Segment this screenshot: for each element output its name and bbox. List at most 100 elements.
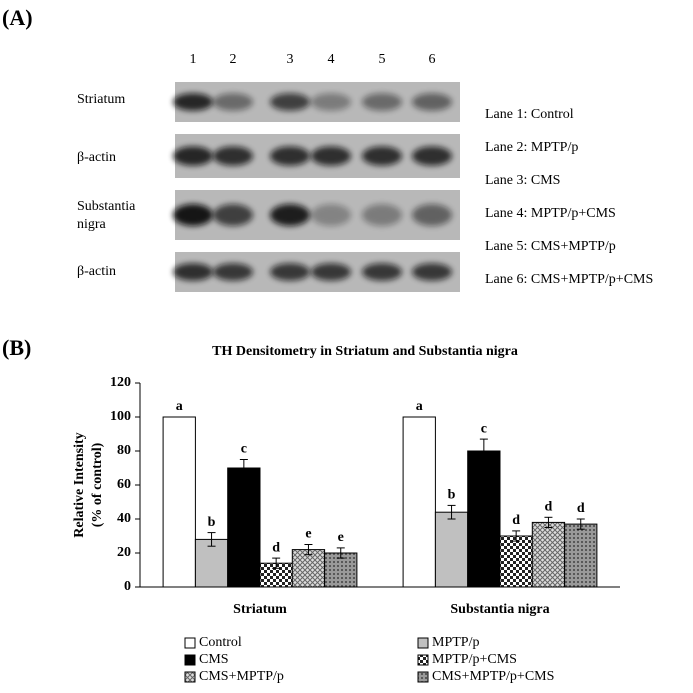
bar-chart: 0 20 40 60 80 100 120 Relative Intensity (% of c… <box>72 375 620 684</box>
blot-band <box>213 93 253 111</box>
significance-letter: a <box>416 399 423 414</box>
legend-swatch <box>417 637 429 649</box>
legend-label: CMS+MPTP/p <box>199 669 284 684</box>
lane-number: 2 <box>230 52 237 67</box>
chart-title: TH Densitometry in Striatum and Substant… <box>212 344 518 359</box>
error-bar <box>207 532 216 547</box>
y-tick-label: 120 <box>110 375 131 390</box>
significance-letter: d <box>512 513 520 528</box>
blot-band <box>362 146 402 166</box>
blot-band <box>213 263 253 281</box>
bar <box>162 416 196 588</box>
legend-label: CMS <box>199 652 229 667</box>
significance-letter: d <box>545 500 553 515</box>
blot-band <box>173 146 213 166</box>
error-bar <box>447 504 456 520</box>
error-bar <box>336 547 345 559</box>
y-axis-label: (% of control) <box>90 442 105 527</box>
blot-band <box>270 146 310 166</box>
y-tick-label: 100 <box>110 409 131 424</box>
y-tick-label: 40 <box>117 511 131 526</box>
blot-band <box>213 146 253 166</box>
blot-band <box>412 93 452 111</box>
lane-number: 5 <box>379 52 386 67</box>
lane-number: 4 <box>328 52 335 67</box>
error-bar <box>512 530 521 542</box>
significance-letter: b <box>208 515 216 530</box>
legend-swatch <box>417 654 429 666</box>
significance-letter: a <box>176 399 183 414</box>
bar <box>564 523 598 588</box>
legend-label: Control <box>199 635 242 650</box>
blot-band <box>311 263 351 281</box>
blot-band <box>311 204 351 226</box>
significance-letter: c <box>241 442 247 457</box>
error-bar <box>239 459 248 477</box>
blot-band <box>173 263 213 281</box>
lane-legend: Lane 3: CMS <box>485 173 560 188</box>
legend-label: MPTP/p <box>432 635 479 650</box>
panel-label: (A) <box>2 5 33 30</box>
row-label: β-actin <box>77 264 116 279</box>
lane-legend: Lane 6: CMS+MPTP/p+CMS <box>485 272 653 287</box>
significance-letter: d <box>272 540 280 555</box>
legend-swatch <box>184 654 196 666</box>
blot-band <box>362 263 402 281</box>
blot-band <box>173 93 213 111</box>
y-axis-label: Relative Intensity <box>72 432 87 537</box>
blot-band <box>311 146 351 166</box>
error-bar <box>544 516 553 528</box>
x-tick-label: Striatum <box>233 602 287 617</box>
row-label: Striatum <box>77 92 125 107</box>
lane-legend: Lane 4: MPTP/p+CMS <box>485 206 616 221</box>
blot-band <box>270 204 310 226</box>
legend-swatch <box>417 671 429 683</box>
blot-band <box>213 204 253 226</box>
bar <box>467 450 501 588</box>
blot-band <box>362 204 402 226</box>
bar <box>291 549 326 588</box>
significance-letter: e <box>338 530 344 545</box>
significance-letter: e <box>305 527 311 542</box>
blot-band <box>412 146 452 166</box>
blot-band <box>311 93 351 111</box>
row-label: Substantia nigra <box>77 199 136 232</box>
blot-band <box>173 204 213 226</box>
bar <box>499 535 533 588</box>
significance-letter: c <box>481 421 487 436</box>
bar <box>434 511 469 588</box>
significance-letter: b <box>448 488 456 503</box>
legend-label: CMS+MPTP/p+CMS <box>432 669 554 684</box>
legend-label: MPTP/p+CMS <box>432 652 517 667</box>
error-bar <box>272 557 281 569</box>
lane-number: 6 <box>429 52 436 67</box>
lane-number: 1 <box>190 52 197 67</box>
y-tick-label: 0 <box>124 579 131 594</box>
blot-band <box>412 204 452 226</box>
legend-swatch <box>184 637 196 649</box>
legend-swatch <box>184 671 196 683</box>
lane-legend: Lane 2: MPTP/p <box>485 140 578 155</box>
y-tick-label: 60 <box>117 477 131 492</box>
lane-legend: Lane 5: CMS+MPTP/p <box>485 239 616 254</box>
x-tick-label: Substantia nigra <box>450 602 549 617</box>
blot-panel: 1 2 3 4 5 6 Striatum β-actin Substantia nigra β-ac… <box>77 52 653 292</box>
y-tick-label: 80 <box>117 443 131 458</box>
lane-legend: Lane 1: Control <box>485 107 574 122</box>
error-bar <box>576 518 585 530</box>
bar <box>227 467 261 588</box>
error-bar <box>479 438 488 464</box>
error-bar <box>304 544 313 556</box>
row-label: β-actin <box>77 150 116 165</box>
panel-label: (B) <box>2 335 31 360</box>
blot-band <box>412 263 452 281</box>
lane-number: 3 <box>287 52 294 67</box>
blot-band <box>362 93 402 111</box>
y-tick-label: 20 <box>117 545 131 560</box>
significance-letter: d <box>577 501 585 516</box>
blot-band <box>270 93 310 111</box>
blot-band <box>270 263 310 281</box>
bar <box>531 521 566 588</box>
